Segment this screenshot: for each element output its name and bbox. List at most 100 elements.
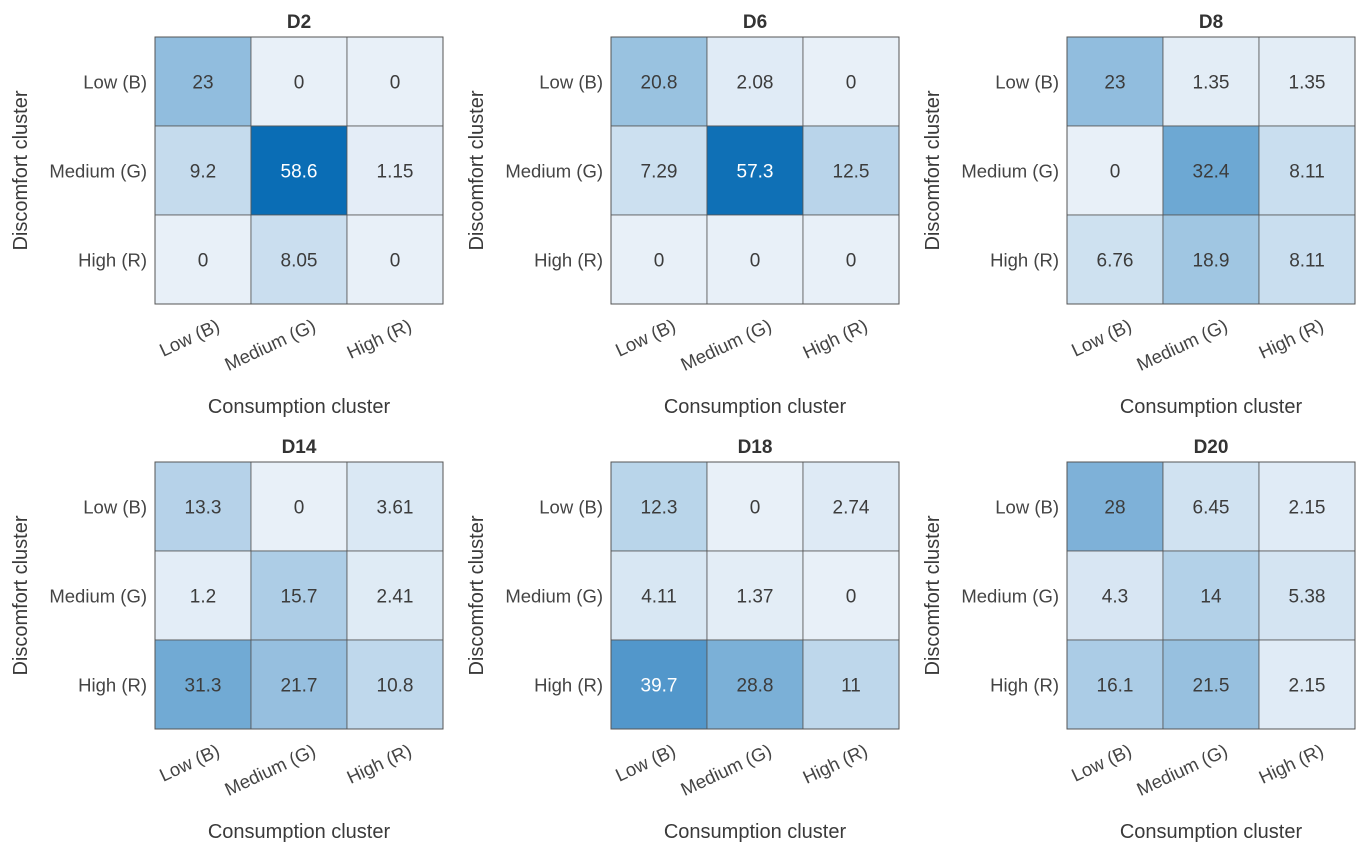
x-tick-label: Medium (G) xyxy=(221,315,318,375)
cell-value-label: 0 xyxy=(1110,162,1121,183)
cell-value-label: 23 xyxy=(1104,73,1125,94)
cell-value-label: 39.7 xyxy=(641,676,678,697)
cell-value-label: 1.35 xyxy=(1289,73,1326,94)
y-tick-label: Low (B) xyxy=(995,497,1059,518)
heatmap-cell xyxy=(610,36,708,127)
heatmap-cell xyxy=(1066,639,1164,730)
heatmap-cell xyxy=(610,461,708,552)
y-tick-label: High (R) xyxy=(78,250,147,271)
heatmap-cell xyxy=(250,639,348,730)
y-tick-label: High (R) xyxy=(990,675,1059,696)
cell-value-label: 15.7 xyxy=(281,587,318,608)
cell-value-label: 28 xyxy=(1104,498,1125,519)
x-tick-label: Low (B) xyxy=(1068,315,1135,361)
heatmap-cell xyxy=(706,214,804,305)
cell-value-label: 21.7 xyxy=(281,676,318,697)
y-tick-label: Low (B) xyxy=(539,497,603,518)
cell-value-label: 0 xyxy=(390,251,401,272)
cell-value-label: 11 xyxy=(841,676,861,697)
y-axis-label: Discomfort cluster xyxy=(922,515,944,675)
y-axis-label: Discomfort cluster xyxy=(922,90,944,250)
x-tick-label: Low (B) xyxy=(612,740,679,786)
cell-value-label: 28.8 xyxy=(737,676,774,697)
y-axis-label: Discomfort cluster xyxy=(466,90,488,250)
heatmap-cell xyxy=(1162,461,1260,552)
cell-value-label: 5.38 xyxy=(1289,587,1326,608)
cell-value-label: 0 xyxy=(846,587,857,608)
y-tick-label: High (R) xyxy=(534,250,603,271)
heatmap-cell xyxy=(346,125,444,216)
y-tick-label: Low (B) xyxy=(995,72,1059,93)
cell-value-label: 0 xyxy=(654,251,665,272)
heatmap-cell xyxy=(346,550,444,641)
heatmap-cell xyxy=(1258,125,1356,216)
heatmap-frame xyxy=(1066,461,1356,730)
heatmap-cell xyxy=(154,550,252,641)
y-axis-label: Discomfort cluster xyxy=(466,515,488,675)
heatmap-cell xyxy=(1162,639,1260,730)
cell-value-label: 6.45 xyxy=(1193,498,1230,519)
cell-value-label: 20.8 xyxy=(641,73,678,94)
panel-title: D14 xyxy=(282,437,317,458)
cell-value-label: 9.2 xyxy=(190,162,216,183)
cell-value-label: 14 xyxy=(1200,587,1222,608)
cell-value-label: 0 xyxy=(198,251,209,272)
x-tick-label: Low (B) xyxy=(156,315,223,361)
cell-value-label: 0 xyxy=(846,251,857,272)
cell-value-label: 2.41 xyxy=(377,587,414,608)
heatmap-cell xyxy=(1066,125,1164,216)
cell-value-label: 2.15 xyxy=(1289,676,1326,697)
heatmap-cell xyxy=(1066,214,1164,305)
cell-value-label: 21.5 xyxy=(1193,676,1230,697)
cell-value-label: 4.3 xyxy=(1102,587,1128,608)
cell-value-label: 2.08 xyxy=(737,73,774,94)
x-axis-label: Consumption cluster xyxy=(208,821,391,843)
y-tick-label: High (R) xyxy=(534,675,603,696)
y-tick-label: Medium (G) xyxy=(49,586,147,607)
cell-value-label: 13.3 xyxy=(185,498,222,519)
cell-value-label: 8.05 xyxy=(281,251,318,272)
heatmap-cell xyxy=(1258,639,1356,730)
heatmap-cell xyxy=(802,36,900,127)
y-tick-label: Medium (G) xyxy=(961,161,1059,182)
cell-value-label: 0 xyxy=(750,498,761,519)
y-tick-label: High (R) xyxy=(990,250,1059,271)
x-axis-label: Consumption cluster xyxy=(664,821,847,843)
cell-value-label: 12.5 xyxy=(833,162,870,183)
heatmap-panel-d8: D8 23 1.35 1.35 0 32.4 8.11 6.76 18.9 8.11 Low (B)… xyxy=(922,12,1356,418)
cell-value-label: 8.11 xyxy=(1289,162,1325,183)
cell-value-label: 1.15 xyxy=(377,162,414,183)
cell-value-label: 3.61 xyxy=(377,498,414,519)
heatmap-cell xyxy=(154,461,252,552)
heatmap-panel-d14: D14 13.3 0 3.61 1.2 15.7 2.41 31.3 21.7 10.8 Low (… xyxy=(10,437,444,843)
cell-value-label: 10.8 xyxy=(377,676,414,697)
cell-value-label: 16.1 xyxy=(1097,676,1134,697)
panel-title: D2 xyxy=(287,12,311,33)
heatmap-panel-d20: D20 28 6.45 2.15 4.3 14 5.38 16.1 21.5 2.15 Low (B… xyxy=(922,437,1356,843)
cell-value-label: 0 xyxy=(294,73,305,94)
heatmap-cell xyxy=(610,214,708,305)
heatmap-frame xyxy=(610,461,900,730)
cell-value-label: 1.2 xyxy=(190,587,216,608)
y-axis-label: Discomfort cluster xyxy=(10,515,32,675)
x-tick-label: Low (B) xyxy=(612,315,679,361)
cell-value-label: 18.9 xyxy=(1193,251,1230,272)
heatmap-cell xyxy=(802,125,900,216)
heatmap-cell xyxy=(154,639,252,730)
heatmap-cell xyxy=(802,214,900,305)
heatmap-cell xyxy=(1066,36,1164,127)
x-tick-label: High (R) xyxy=(799,740,870,788)
panel-title: D20 xyxy=(1194,437,1229,458)
panel-title: D6 xyxy=(743,12,767,33)
heatmap-cell xyxy=(1258,550,1356,641)
cell-value-label: 23 xyxy=(192,73,213,94)
x-axis-label: Consumption cluster xyxy=(1120,396,1303,418)
x-tick-label: Medium (G) xyxy=(1133,315,1230,375)
heatmap-cell xyxy=(346,639,444,730)
panel-title: D8 xyxy=(1199,12,1223,33)
heatmap-frame xyxy=(154,36,444,305)
cell-value-label: 0 xyxy=(750,251,761,272)
y-tick-label: Medium (G) xyxy=(961,586,1059,607)
y-tick-label: Low (B) xyxy=(83,72,147,93)
